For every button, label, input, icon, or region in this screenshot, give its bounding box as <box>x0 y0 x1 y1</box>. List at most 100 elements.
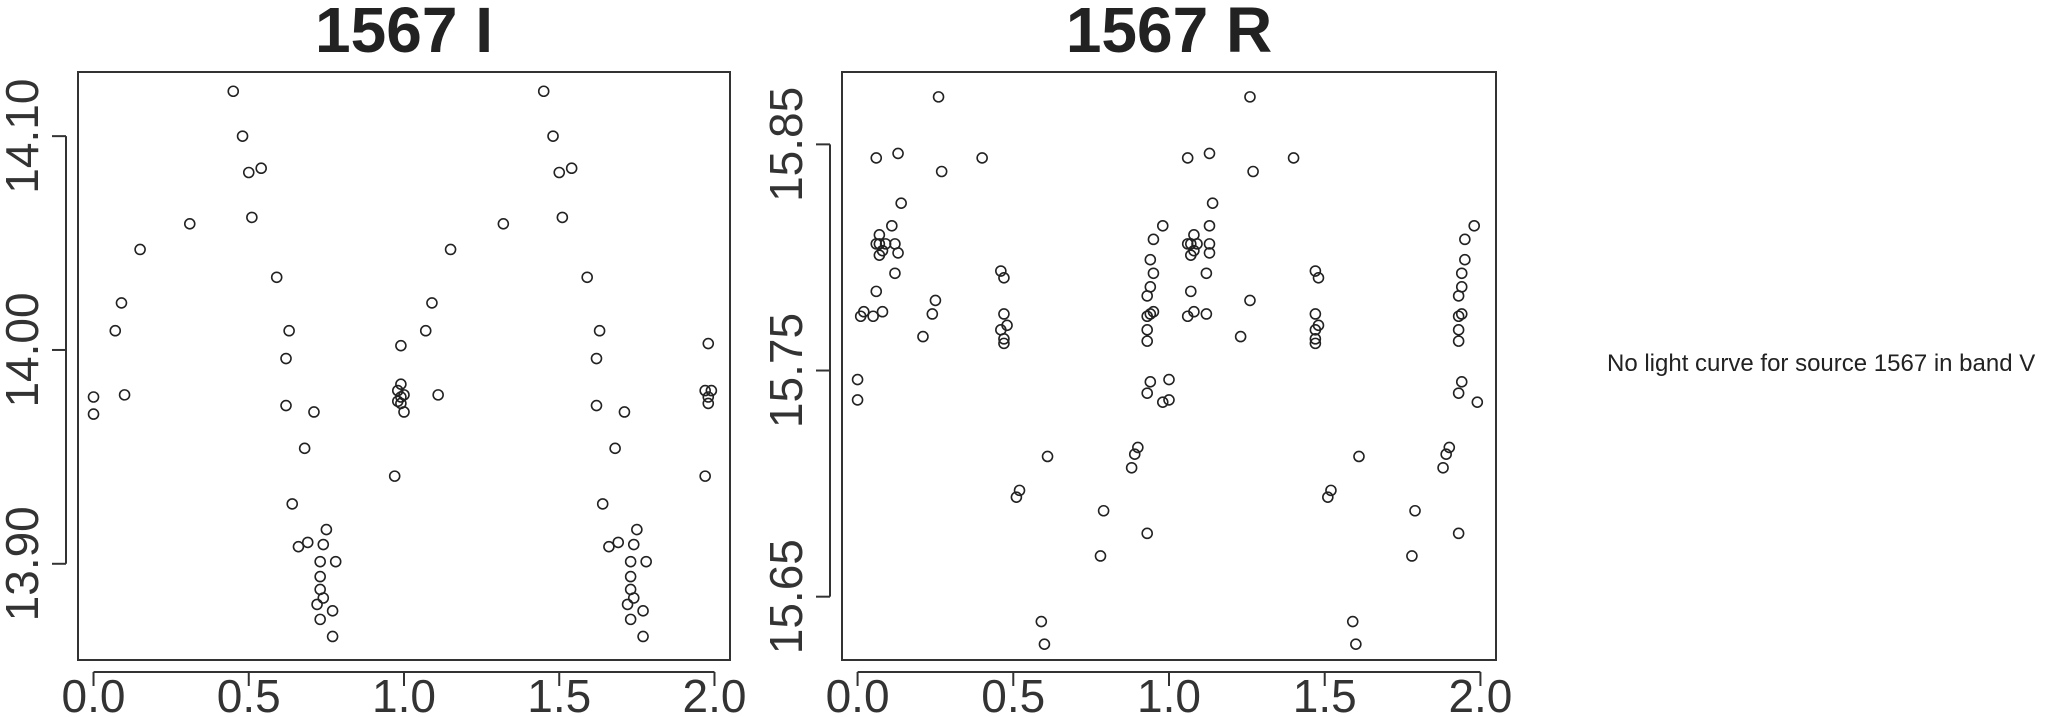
data-point <box>702 391 715 403</box>
data-point <box>1455 308 1468 320</box>
x-tick-label: 1.5 <box>1293 670 1357 717</box>
data-point <box>1200 308 1213 320</box>
data-point <box>867 310 879 323</box>
x-tick-label: 0.0 <box>826 670 890 717</box>
data-point <box>1035 615 1048 628</box>
chart-title: 1567 I <box>315 0 493 66</box>
data-point <box>280 399 292 412</box>
y-tick-label: 14.10 <box>0 79 48 194</box>
data-point <box>1346 615 1359 628</box>
data-point <box>432 389 444 401</box>
data-point <box>398 406 410 418</box>
y-tick-label: 13.90 <box>0 506 48 621</box>
data-point <box>565 162 578 175</box>
data-point <box>886 219 898 232</box>
data-point <box>1309 308 1322 320</box>
data-point <box>1147 233 1160 246</box>
data-point <box>1185 285 1197 298</box>
data-point <box>1188 244 1200 257</box>
data-point <box>637 630 649 643</box>
data-point <box>857 305 870 318</box>
data-point <box>118 389 131 401</box>
data-point <box>998 337 1010 350</box>
data-points <box>851 91 1484 650</box>
panel-1567-I: 1567 I 0.0 0.5 1.0 1.5 2.0 13.90 14.00 14.10 <box>0 0 746 717</box>
data-point <box>998 271 1010 284</box>
data-point <box>590 352 603 365</box>
data-point <box>1203 219 1216 232</box>
data-point <box>395 339 407 352</box>
data-point <box>889 267 901 280</box>
data-point <box>1147 305 1160 318</box>
data-point <box>581 271 593 284</box>
data-point <box>621 598 634 611</box>
y-tick-label: 15.85 <box>760 87 812 202</box>
data-point <box>1163 373 1175 386</box>
data-point <box>926 308 939 320</box>
data-point <box>1156 396 1169 408</box>
data-point <box>115 297 128 309</box>
data-point <box>1455 281 1468 293</box>
data-point <box>1322 491 1334 503</box>
data-point <box>236 130 249 142</box>
data-point <box>1247 165 1259 178</box>
data-point <box>1459 233 1471 246</box>
data-point <box>593 324 606 337</box>
data-point <box>1234 330 1247 343</box>
data-point <box>326 605 339 617</box>
data-point <box>1452 527 1465 540</box>
data-point <box>892 147 904 160</box>
data-point <box>603 540 615 553</box>
data-point <box>242 166 255 179</box>
data-point <box>1309 337 1322 350</box>
data-point <box>702 397 715 410</box>
data-point <box>87 391 100 403</box>
data-point <box>1452 335 1465 347</box>
data-point <box>1010 491 1023 503</box>
data-point <box>388 470 401 482</box>
data-point <box>314 570 326 583</box>
y-tick-label: 15.75 <box>760 313 812 428</box>
y-axis: 15.65 15.75 15.85 <box>760 87 831 654</box>
data-point <box>183 218 196 230</box>
data-point <box>1041 450 1054 463</box>
data-point <box>1013 484 1026 497</box>
data-point <box>627 592 640 604</box>
data-point <box>1287 152 1300 164</box>
data-point <box>134 243 146 256</box>
plot-frame <box>841 71 1497 661</box>
data-point <box>286 498 299 510</box>
data-point <box>624 570 637 583</box>
data-point <box>1471 396 1484 408</box>
data-point <box>1440 448 1452 461</box>
x-tick-label: 1.5 <box>527 670 591 717</box>
data-point <box>537 85 550 98</box>
data-point <box>1468 219 1480 232</box>
data-point <box>1437 461 1449 474</box>
data-point <box>1144 376 1157 388</box>
data-point <box>497 218 510 230</box>
data-point <box>609 442 621 455</box>
data-point <box>590 399 603 412</box>
data-point <box>1409 504 1421 517</box>
data-point <box>876 305 889 318</box>
data-point <box>326 630 339 643</box>
no-light-curve-message: No light curve for source 1567 in band V <box>1607 350 2036 377</box>
data-point <box>1203 247 1216 259</box>
data-point <box>976 152 988 164</box>
data-point <box>995 265 1007 277</box>
data-point <box>1125 461 1138 474</box>
x-axis: 0.0 0.5 1.0 1.5 2.0 <box>62 670 747 717</box>
data-point <box>1097 504 1110 517</box>
data-point <box>314 555 326 568</box>
data-point <box>702 337 715 350</box>
data-point <box>631 523 643 536</box>
data-point <box>935 165 948 178</box>
data-point <box>873 238 886 250</box>
data-point <box>308 406 320 418</box>
data-point <box>283 324 295 337</box>
data-point <box>596 498 609 510</box>
data-point <box>873 229 886 241</box>
data-point <box>556 211 569 224</box>
